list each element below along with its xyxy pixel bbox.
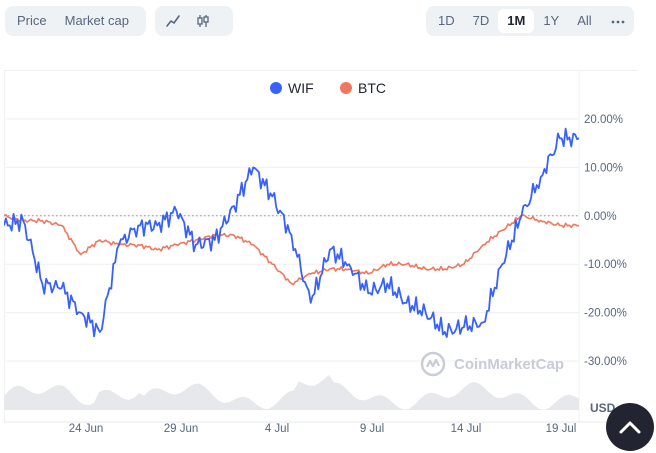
y-tick-label: -20.00% [584, 308, 627, 320]
tab-market-cap[interactable]: Market cap [64, 13, 129, 28]
x-tick-label: 9 Jul [360, 423, 384, 435]
volume-area [4, 374, 638, 423]
chart-toolbar: Price Market cap 1D 7D 1M 1Y All [5, 6, 634, 38]
candlestick-button[interactable] [188, 9, 218, 33]
range-toggle: 1D 7D 1M 1Y All [426, 6, 634, 36]
x-tick-label: 19 Jul [546, 423, 577, 435]
legend-marker-btc[interactable] [340, 82, 352, 94]
watermark: CoinMarketCap [420, 351, 564, 377]
currency-label: USD [590, 401, 616, 415]
series-line-btc [4, 214, 580, 286]
y-tick-label: 0.00% [584, 211, 617, 223]
line-chart-button[interactable] [158, 9, 188, 33]
watermark-text: CoinMarketCap [454, 356, 564, 373]
x-tick-label: 4 Jul [265, 423, 289, 435]
x-tick-label: 24 Jun [69, 423, 104, 435]
y-tick-label: 20.00% [584, 114, 623, 126]
y-tick-label: -10.00% [584, 259, 627, 271]
range-1y[interactable]: 1Y [543, 13, 560, 28]
series-lines [4, 127, 580, 338]
range-7d[interactable]: 7D [472, 13, 490, 28]
more-dots-icon [611, 20, 625, 24]
chart-legend[interactable]: WIF BTC [270, 80, 386, 96]
coinmarketcap-logo-icon [420, 351, 446, 377]
series-line-wif [4, 127, 580, 338]
y-tick-label: 10.00% [584, 162, 623, 174]
view-toggle: Price Market cap [5, 6, 146, 36]
x-tick-label: 29 Jun [164, 423, 199, 435]
y-tick-label: -30.00% [584, 356, 627, 368]
legend-marker-wif[interactable] [270, 82, 282, 94]
chevron-up-icon [619, 421, 641, 434]
volume-shape [4, 374, 579, 410]
x-tick-label: 14 Jul [451, 423, 482, 435]
candlestick-icon [197, 15, 209, 27]
range-all[interactable]: All [577, 13, 592, 28]
legend-label-btc[interactable]: BTC [358, 80, 386, 96]
chart-grid [4, 70, 638, 422]
more-button[interactable] [601, 9, 635, 33]
price-chart[interactable]: CoinMarketCap 20.00% 10.00% 0.00% -10.00% -2… [4, 70, 638, 440]
chart-type-toggle [155, 6, 233, 36]
legend-label-wif[interactable]: WIF [288, 80, 314, 96]
y-axis: 20.00% 10.00% 0.00% -10.00% -20.00% -30.00% [584, 114, 627, 368]
tab-price[interactable]: Price [17, 13, 47, 28]
range-1d[interactable]: 1D [438, 13, 455, 28]
line-chart-icon [166, 15, 180, 27]
range-1m[interactable]: 1M [498, 9, 535, 33]
scroll-to-top-button[interactable] [606, 403, 654, 451]
x-axis: 24 Jun 29 Jun 4 Jul 9 Jul 14 Jul 19 Jul [69, 423, 577, 435]
